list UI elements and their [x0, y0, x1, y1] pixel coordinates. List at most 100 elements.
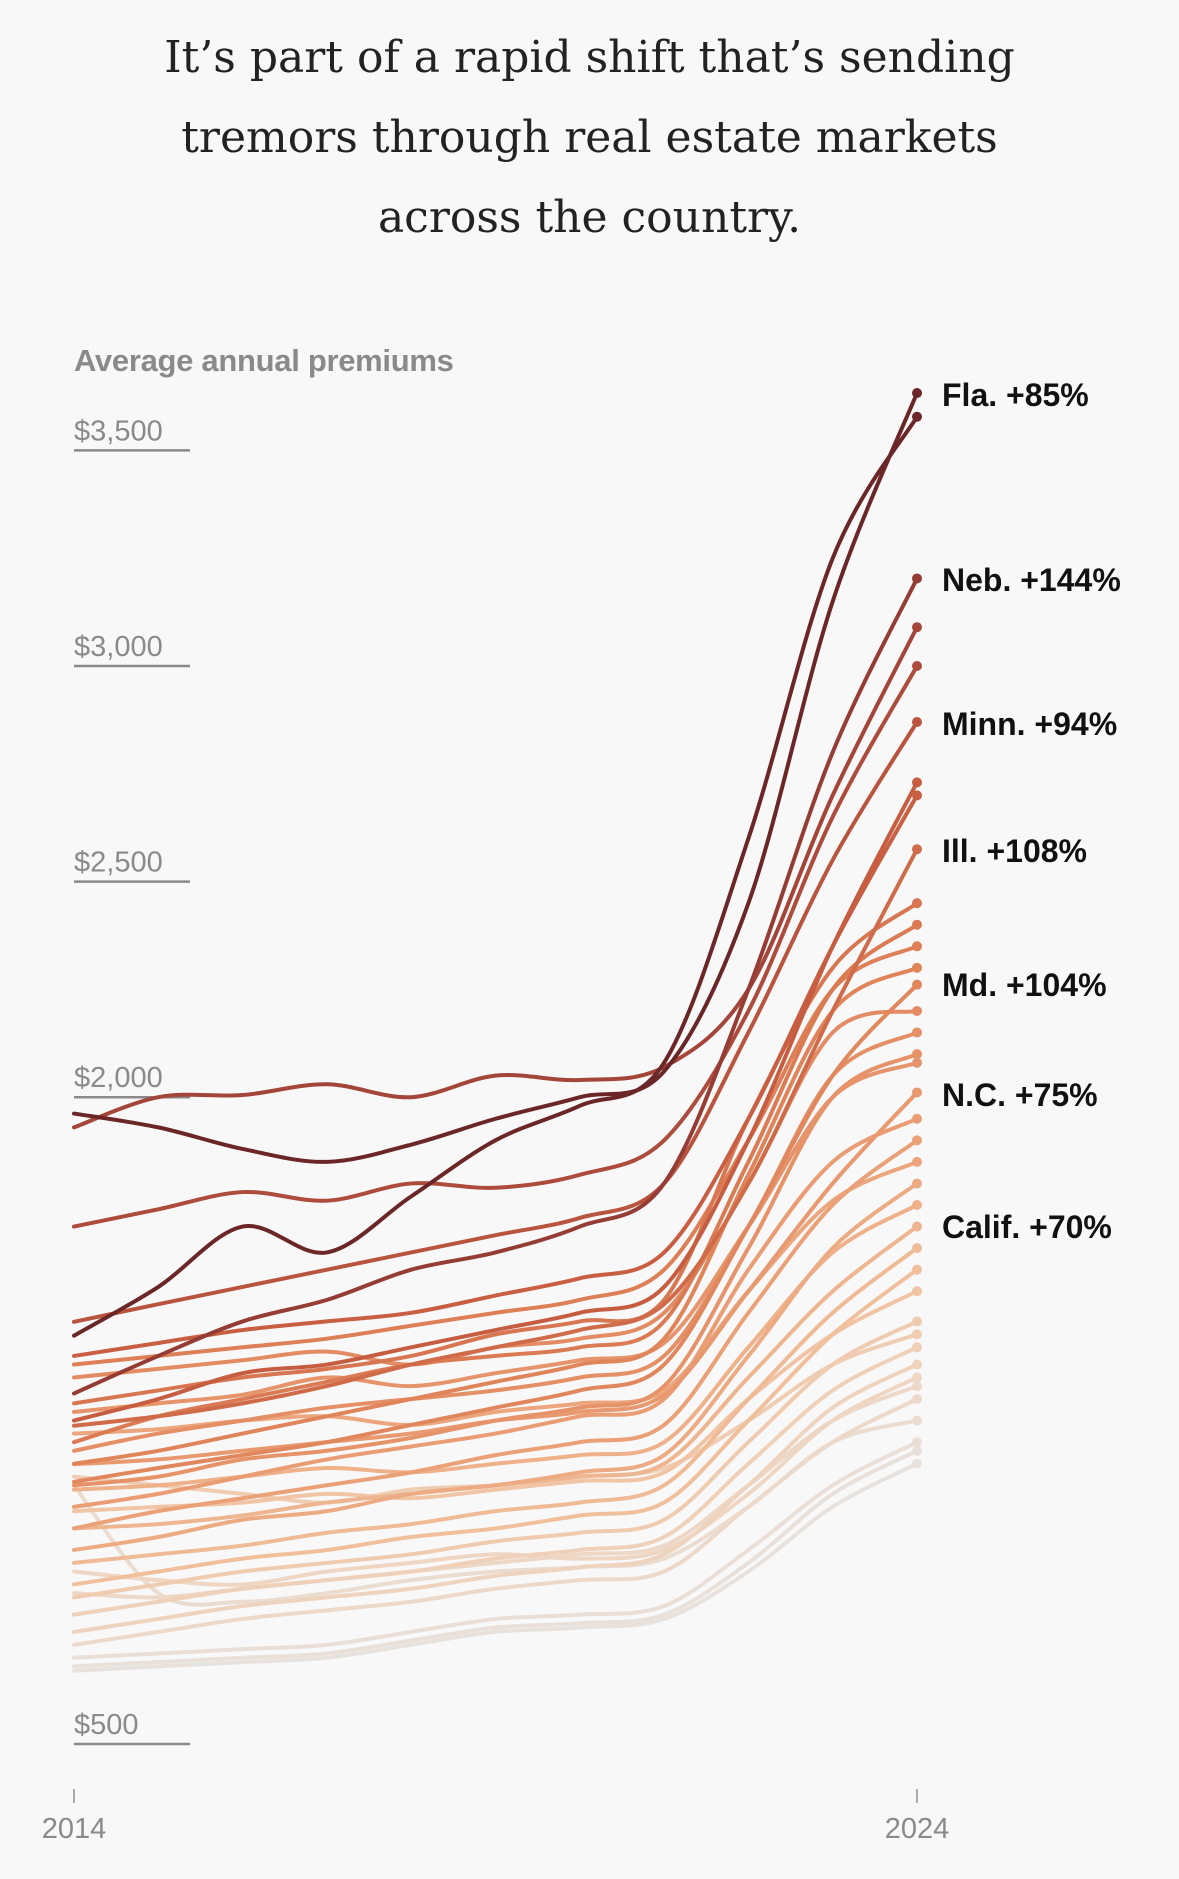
series-label-name: Minn. [942, 706, 1034, 742]
series-end-dot [912, 1049, 922, 1060]
series-line [72, 965, 919, 1466]
series-end-dot [912, 1178, 922, 1189]
series-line [72, 1060, 919, 1414]
x-tick-label: 2024 [885, 1813, 950, 1845]
series-label-name: N.C. [942, 1077, 1015, 1113]
series-label-change: +75% [1015, 1077, 1098, 1113]
series-end-dot [912, 1221, 922, 1232]
series-label: Ill. +108% [942, 833, 1087, 869]
series-line [72, 1397, 919, 1647]
series-line [72, 1332, 919, 1505]
series-line [72, 1267, 919, 1587]
series-line [72, 1375, 919, 1587]
series-label: Md. +104% [942, 967, 1107, 1003]
series-end-dot [912, 898, 922, 909]
series-end-dot [912, 941, 922, 952]
series-label-name: Fla. [942, 377, 1006, 413]
series-line [72, 1440, 919, 1660]
series-line [72, 922, 919, 1445]
series-end-dot [912, 1156, 922, 1167]
series-group [72, 388, 922, 1673]
series-end-dot [912, 1135, 922, 1146]
series-end-dot [912, 411, 922, 422]
series-end-dot [912, 1243, 922, 1254]
series-line [72, 414, 919, 1338]
series-line [72, 1052, 919, 1488]
y-tick-label: $3,500 [74, 415, 163, 447]
series-label-change: +144% [1020, 562, 1121, 598]
y-axis-label: Average annual premiums [74, 343, 454, 378]
series-line [72, 780, 919, 1423]
series-line-fla [72, 391, 919, 1164]
series-end-dot [912, 1057, 922, 1068]
series-label-change: +108% [986, 833, 1087, 869]
series-line [72, 1448, 919, 1669]
series-end-dot [912, 573, 922, 584]
series-line [72, 664, 919, 1229]
series-line [72, 1345, 919, 1617]
series-end-dot [912, 1113, 922, 1124]
series-label: Fla. +85% [942, 377, 1089, 413]
series-label: Neb. +144% [942, 562, 1121, 598]
series-end-dot [912, 1087, 922, 1098]
series-line [72, 1116, 919, 1509]
series-end-dot [912, 790, 922, 801]
series-label: N.C. +75% [942, 1077, 1098, 1113]
series-line [72, 944, 919, 1367]
series-line [72, 1246, 919, 1565]
series-label-change: +94% [1034, 706, 1117, 742]
series-end-dot [912, 1458, 922, 1469]
series-line-neb [72, 576, 919, 1396]
series-line [72, 1461, 919, 1673]
series-end-dot [912, 1316, 922, 1327]
series-end-dot [912, 1027, 922, 1038]
series-end-dot [912, 1445, 922, 1456]
y-tick-label: $2,000 [74, 1062, 163, 1094]
series-end-dot [912, 1437, 922, 1448]
series-line-md [72, 982, 919, 1484]
y-tick-label: $500 [74, 1709, 139, 1741]
series-end-dot [912, 777, 922, 788]
series-line [72, 1319, 919, 1600]
series-end-dot [912, 1394, 922, 1405]
series-end-dot [912, 962, 922, 973]
series-line [72, 1289, 919, 1514]
title-line: across the country. [377, 192, 802, 243]
series-end-dot [912, 1415, 922, 1426]
series-end-dot [912, 1381, 922, 1392]
series-label-change: +104% [1006, 967, 1107, 1003]
series-line [72, 1362, 919, 1634]
chart-title: It’s part of a rapid shift that’s sendin… [0, 18, 1179, 258]
series-line [72, 793, 919, 1358]
series-line [72, 1181, 919, 1552]
series-label: Calif. +70% [942, 1209, 1112, 1245]
series-end-dot [912, 388, 922, 399]
series-label-change: +85% [1006, 377, 1089, 413]
series-end-dot [912, 1342, 922, 1353]
series-label-name: Neb. [942, 562, 1020, 598]
series-end-dot [912, 1372, 922, 1383]
series-end-dot [912, 661, 922, 671]
series-end-dot [912, 919, 922, 930]
series-end-dot [912, 844, 922, 855]
series-line-minn [72, 720, 919, 1324]
series-end-dot [912, 622, 922, 633]
series-label-name: Ill. [942, 833, 986, 869]
series-end-dot [912, 1286, 922, 1297]
title-line: It’s part of a rapid shift that’s sendin… [164, 32, 1015, 83]
series-end-dot [912, 1264, 922, 1275]
series-end-dot [912, 717, 922, 728]
title-line: tremors through real estate markets [181, 112, 998, 163]
series-label-change: +70% [1029, 1209, 1112, 1245]
y-tick-label: $3,000 [74, 631, 163, 663]
y-tick-label: $2,500 [74, 847, 163, 879]
series-end-dot [912, 1005, 922, 1016]
series-label-name: Md. [942, 967, 1006, 1003]
series-end-dot [912, 1200, 922, 1210]
series-line [72, 1138, 919, 1531]
series-end-dot [912, 1359, 922, 1370]
series-line-ill [72, 847, 919, 1428]
series-end-dot [912, 1329, 922, 1340]
series-end-dot [912, 979, 922, 990]
